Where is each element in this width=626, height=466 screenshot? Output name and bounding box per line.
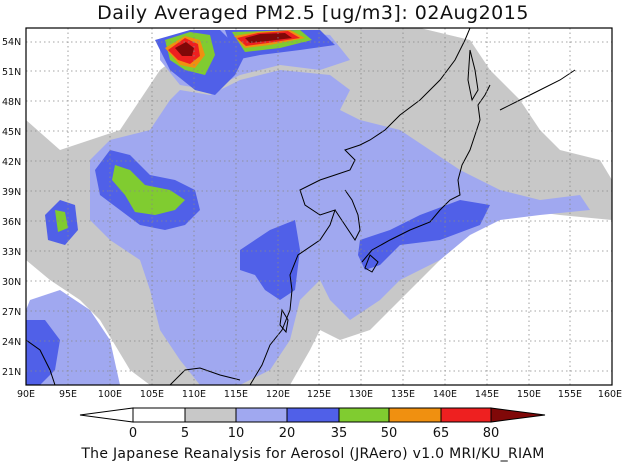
coastline-indochina <box>26 339 56 385</box>
coastline-mainland <box>249 28 471 385</box>
lon-label: 100E <box>98 389 122 400</box>
lon-label: 145E <box>475 389 499 400</box>
colorbar-labels: 0 5 10 20 35 50 65 80 <box>129 426 499 441</box>
footer-credit: The Japanese Reanalysis for Aerosol (JRA… <box>81 446 545 462</box>
pm25-band-20-35 <box>358 200 490 270</box>
coastline-kurils <box>499 69 576 111</box>
colorbar-segment <box>235 407 288 423</box>
pm25-band-over-80 <box>175 42 194 56</box>
lat-label: 48N <box>2 97 21 108</box>
coastline-japan <box>364 254 379 273</box>
lon-label: 95E <box>59 389 77 400</box>
lat-label: 33N <box>2 247 21 258</box>
lat-label: 51N <box>2 67 21 78</box>
coastline-sakhalin <box>467 49 479 102</box>
pm25-band-35-50 <box>112 165 185 215</box>
lat-label: 24N <box>2 337 21 348</box>
lon-label: 160E <box>598 389 622 400</box>
lon-label: 120E <box>266 389 290 400</box>
colorbar-label: 80 <box>483 426 500 441</box>
colorbar-high-arrow <box>490 407 546 423</box>
colorbar-segment <box>286 407 340 423</box>
pm25-band-10-20 <box>90 70 590 385</box>
map-frame <box>25 27 613 386</box>
lon-label: 135E <box>391 389 415 400</box>
lon-label: 115E <box>224 389 248 400</box>
colorbar-label: 20 <box>279 426 296 441</box>
pm25-band-20-35 <box>240 220 300 300</box>
lon-label: 155E <box>558 389 582 400</box>
lon-label: 105E <box>140 389 164 400</box>
colorbar-label: 0 <box>129 426 137 441</box>
coastline-japan <box>361 84 491 263</box>
lat-label: 21N <box>2 367 21 378</box>
colorbar-label: 65 <box>433 426 450 441</box>
colorbar-label: 35 <box>331 426 348 441</box>
colorbar-segment <box>132 407 186 423</box>
lat-label: 42N <box>2 157 21 168</box>
coastline-gulf <box>169 367 241 385</box>
colorbar-segment <box>184 407 237 423</box>
colorbar-segment <box>388 407 442 423</box>
coastline-korea <box>334 189 361 241</box>
lon-axis: 90E 95E 100E 105E 110E 115E 120E 125E 13… <box>17 389 622 400</box>
lon-label: 130E <box>349 389 373 400</box>
colorbar <box>79 407 546 423</box>
lat-label: 54N <box>2 37 21 48</box>
map-grid <box>26 28 612 385</box>
lon-label: 125E <box>307 389 331 400</box>
lat-label: 45N <box>2 127 21 138</box>
map-title: Daily Averaged PM2.5 [ug/m3]: 02Aug2015 <box>97 2 529 24</box>
coastlines <box>26 28 576 385</box>
lat-label: 39N <box>2 187 21 198</box>
lat-label: 36N <box>2 217 21 228</box>
lon-label: 150E <box>517 389 541 400</box>
pm25-band-20-35 <box>26 320 60 385</box>
lat-label: 30N <box>2 277 21 288</box>
colorbar-low-arrow <box>79 407 134 423</box>
lat-axis: 54N 51N 48N 45N 42N 39N 36N 33N 30N 27N … <box>2 37 21 378</box>
colorbar-label: 5 <box>181 426 189 441</box>
colorbar-segment <box>440 407 492 423</box>
colorbar-label: 10 <box>228 426 245 441</box>
lat-label: 27N <box>2 307 21 318</box>
coastline-taiwan <box>279 308 289 334</box>
colorbar-segment <box>338 407 390 423</box>
colorbar-label: 50 <box>381 426 398 441</box>
lon-label: 140E <box>433 389 457 400</box>
pm25-shading <box>26 28 612 385</box>
pm25-band-over-80 <box>245 33 292 43</box>
lon-label: 90E <box>17 389 35 400</box>
pm25-band-35-50 <box>55 210 68 232</box>
lon-label: 110E <box>182 389 206 400</box>
